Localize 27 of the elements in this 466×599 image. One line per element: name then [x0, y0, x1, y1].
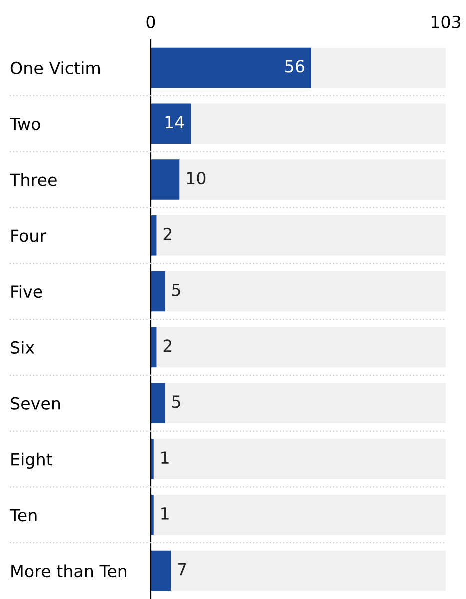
- bar: [151, 271, 166, 312]
- data-label: 5: [172, 284, 180, 296]
- data-label: 2: [164, 340, 172, 352]
- x-tick-label: 0: [146, 16, 156, 28]
- bar: [151, 550, 172, 592]
- data-label: 7: [178, 564, 186, 576]
- y-tick-label: Two: [10, 118, 40, 130]
- y-tick-label: Six: [11, 341, 35, 354]
- y-tick-label: One Victim: [10, 62, 100, 75]
- x-tick-label: 103: [432, 16, 461, 28]
- y-tick-label: Five: [12, 285, 42, 298]
- bar: [151, 104, 192, 144]
- y-tick-label: More than Ten: [12, 564, 127, 578]
- data-label: 14: [166, 116, 184, 128]
- data-label: 56: [286, 60, 304, 73]
- y-tick-label: Eight: [12, 452, 52, 470]
- bar: [151, 160, 180, 200]
- y-tick-label: Ten: [10, 509, 37, 522]
- bar: [151, 383, 166, 424]
- data-label: 2: [164, 228, 172, 240]
- y-tick-label: Seven: [11, 397, 60, 410]
- data-label: 5: [172, 396, 180, 408]
- data-label: 10: [187, 172, 206, 185]
- y-tick-label: Four: [12, 230, 47, 242]
- data-label: 1: [162, 452, 169, 464]
- y-tick-label: Three: [10, 173, 57, 186]
- data-label: 1: [162, 508, 169, 520]
